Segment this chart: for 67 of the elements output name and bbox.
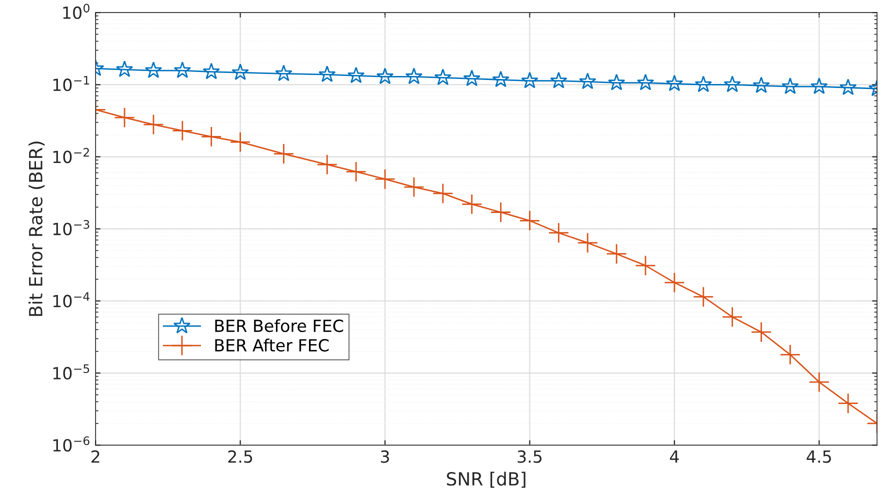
point — [810, 78, 828, 94]
point — [606, 243, 627, 264]
point — [838, 392, 859, 414]
point — [782, 78, 799, 94]
point — [694, 76, 712, 92]
point — [116, 60, 134, 78]
point — [692, 286, 714, 308]
point — [174, 62, 192, 78]
x-tick-label: 4 — [670, 450, 679, 463]
point — [463, 70, 480, 86]
point — [434, 68, 452, 86]
x-tick-label: 2 — [92, 450, 100, 463]
point — [550, 72, 568, 88]
y-tick-label: 10$^{−3}$ — [53, 220, 90, 236]
point — [808, 372, 830, 392]
point — [752, 76, 770, 94]
point — [724, 76, 741, 92]
point — [666, 74, 684, 92]
point — [346, 161, 366, 182]
y-tick-label: 10$^{−2}$ — [53, 148, 89, 164]
point — [636, 74, 654, 90]
point — [232, 64, 249, 80]
x-tick-label: 3.5 — [518, 450, 542, 463]
x-axis-title: SNR [dB] — [446, 472, 526, 488]
point — [230, 132, 251, 152]
point — [577, 232, 598, 254]
point — [578, 72, 596, 90]
point — [519, 210, 540, 232]
point — [143, 114, 164, 135]
point — [404, 176, 424, 198]
point — [273, 143, 294, 164]
point — [144, 62, 162, 78]
point — [114, 107, 135, 128]
y-tick-label: 10$^{−5}$ — [53, 364, 90, 380]
point — [635, 255, 656, 276]
point — [492, 70, 510, 88]
x-tick-label: 2.5 — [228, 450, 252, 463]
point — [374, 168, 396, 190]
point — [521, 72, 538, 88]
point — [376, 68, 394, 84]
point — [318, 66, 336, 82]
point — [461, 194, 482, 215]
y-axis-title: Bit Error Rate (BER) — [28, 142, 45, 316]
point — [172, 120, 193, 142]
legend-label: BER After FEC — [215, 338, 329, 352]
point — [608, 74, 626, 90]
point — [839, 78, 857, 96]
y-tick-label: 10$^{−6}$ — [53, 436, 90, 452]
point — [722, 306, 743, 328]
point — [432, 183, 454, 204]
point — [548, 222, 570, 244]
point — [780, 344, 801, 366]
point — [347, 66, 365, 84]
point — [316, 154, 338, 175]
point — [275, 64, 292, 82]
y-tick-label: 10$^{0}$ — [63, 4, 90, 20]
point — [664, 272, 685, 293]
y-tick-label: 10$^{−4}$ — [53, 292, 90, 308]
x-tick-label: 3 — [380, 450, 389, 463]
point — [202, 62, 220, 80]
point — [750, 322, 772, 343]
point — [490, 202, 512, 223]
y-tick-label: 10$^{−1}$ — [53, 76, 90, 92]
point — [405, 68, 423, 84]
point — [200, 126, 222, 148]
legend-label: BER Before FEC — [215, 319, 344, 332]
x-tick-label: 4.5 — [806, 450, 831, 463]
